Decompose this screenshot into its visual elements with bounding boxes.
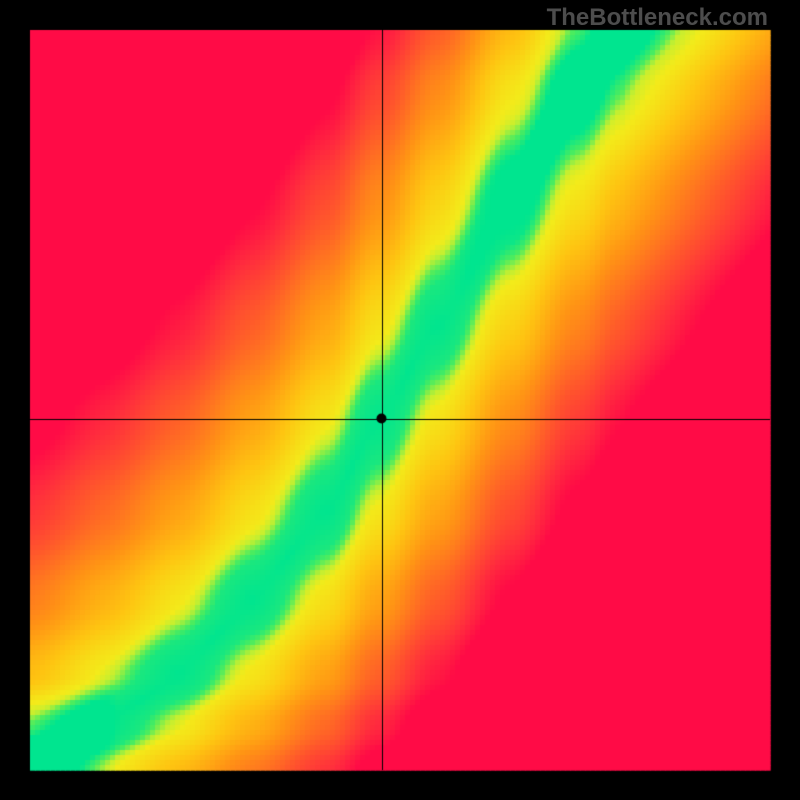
watermark-text: TheBottleneck.com bbox=[547, 4, 768, 32]
chart-container: TheBottleneck.com bbox=[0, 0, 800, 800]
bottleneck-heatmap bbox=[0, 0, 800, 800]
